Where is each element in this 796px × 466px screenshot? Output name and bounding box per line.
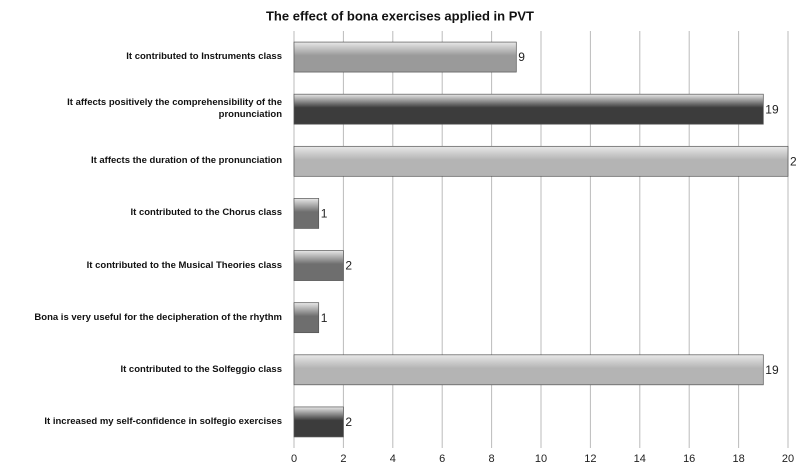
x-tick-label: 16 [683,453,695,465]
bar [293,302,320,334]
category-label: It contributed to the Musical Theories c… [86,259,282,271]
value-label: 1 [321,311,328,325]
bar [293,354,764,386]
value-label: 19 [765,363,779,377]
bar [293,250,344,281]
category-label: It affects positively the comprehensibil… [67,97,282,121]
x-tick-label: 8 [489,453,495,465]
x-tick-label: 14 [634,453,646,465]
value-label: 2 [345,415,352,429]
category-label: It contributed to Instruments class [126,51,282,63]
category-label: It increased my self-confidence in solfe… [44,415,282,427]
value-label: 2 [345,259,352,273]
value-label: 19 [765,102,779,116]
bar [293,406,344,438]
x-tick-label: 0 [291,453,297,465]
chart-title: The effect of bona exercises applied in … [266,8,534,23]
category-label: It contributed to the Solfeggio class [120,363,282,375]
bar [293,93,764,125]
category-label: Bona is very useful for the decipheratio… [34,311,282,323]
x-tick-label: 6 [439,453,445,465]
x-tick-label: 4 [390,453,396,465]
bar [293,145,789,177]
bar [293,198,320,229]
value-label: 9 [518,50,525,64]
category-label: It contributed to the Chorus class [130,207,283,219]
value-label: 20 [790,154,796,168]
category-label: It affects the duration of the pronuncia… [90,155,282,167]
x-tick-label: 18 [732,453,744,465]
x-tick-label: 10 [535,453,547,465]
x-tick-label: 2 [340,453,346,465]
x-tick-label: 12 [584,453,596,465]
x-tick-label: 20 [782,453,794,465]
bar [293,41,517,73]
value-label: 1 [321,207,328,221]
